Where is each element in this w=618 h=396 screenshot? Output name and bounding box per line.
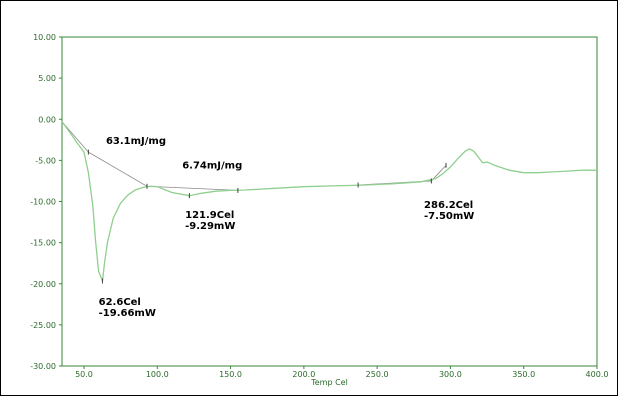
y-tick-label: -10.00	[30, 198, 56, 207]
annotation-line1: 6.74mJ/mg	[182, 161, 242, 172]
y-tick-label: -20.00	[30, 280, 56, 289]
baseline-line	[146, 185, 238, 191]
y-tick-label: -5.00	[35, 156, 56, 165]
annotation-line1: 63.1mJ/mg	[106, 136, 166, 147]
x-tick-label: 200.0	[292, 370, 315, 379]
annotation-line1: 286.2Cel	[424, 200, 473, 211]
annotation-line1: 62.6Cel	[99, 297, 141, 308]
baseline-line	[88, 151, 148, 187]
y-tick-label: -15.00	[30, 239, 56, 248]
x-tick-label: 100.0	[146, 370, 169, 379]
y-tick-label: 0.00	[38, 115, 56, 124]
annotation-line2: -7.50mW	[424, 211, 474, 222]
annotation-line2: -9.29mW	[185, 221, 235, 232]
x-tick-label: 150.0	[219, 370, 242, 379]
dsc-curve	[61, 121, 597, 282]
y-tick-label: -30.00	[30, 362, 56, 371]
x-axis-label: Temp Cel	[310, 378, 348, 387]
x-tick-label: 300.0	[439, 370, 462, 379]
annotation-line2: -19.66mW	[99, 308, 156, 319]
y-tick-label: 10.00	[33, 33, 56, 42]
annotation-line1: 121.9Cel	[185, 210, 234, 221]
y-tick-label: 5.00	[38, 74, 56, 83]
x-tick-label: 350.0	[512, 370, 535, 379]
x-tick-label: 400.0	[586, 370, 609, 379]
x-tick-label: 250.0	[366, 370, 389, 379]
y-tick-label: -25.00	[30, 321, 56, 330]
x-tick-label: 50.0	[75, 370, 93, 379]
